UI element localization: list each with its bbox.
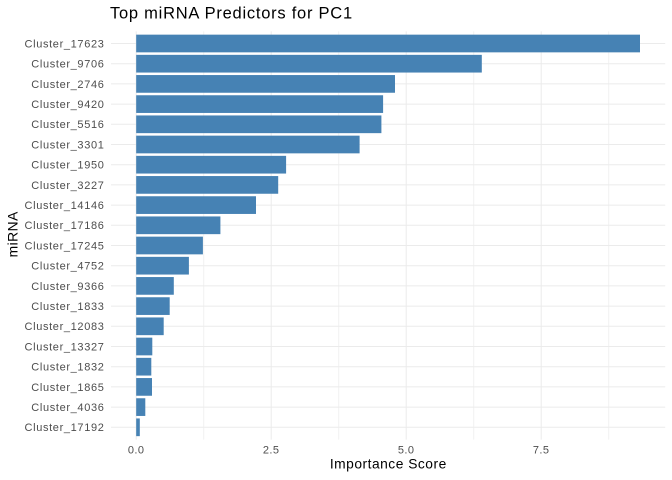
svg-text:Cluster_2746: Cluster_2746 xyxy=(31,79,104,91)
svg-text:Cluster_17623: Cluster_17623 xyxy=(25,38,105,50)
svg-text:Cluster_4752: Cluster_4752 xyxy=(31,261,104,273)
svg-text:Cluster_3227: Cluster_3227 xyxy=(31,180,104,192)
svg-text:Cluster_9706: Cluster_9706 xyxy=(31,59,104,71)
svg-text:Top miRNA Predictors for PC1: Top miRNA Predictors for PC1 xyxy=(110,5,353,23)
svg-text:Cluster_17186: Cluster_17186 xyxy=(25,220,105,232)
svg-text:5.0: 5.0 xyxy=(398,445,415,457)
svg-text:Cluster_9366: Cluster_9366 xyxy=(31,281,104,293)
svg-text:Cluster_1832: Cluster_1832 xyxy=(31,362,104,374)
svg-text:Cluster_12083: Cluster_12083 xyxy=(25,321,105,333)
svg-text:Cluster_13327: Cluster_13327 xyxy=(25,341,105,353)
svg-text:Cluster_9420: Cluster_9420 xyxy=(31,99,104,111)
svg-text:Cluster_17245: Cluster_17245 xyxy=(25,240,105,252)
svg-text:Cluster_17192: Cluster_17192 xyxy=(25,422,105,434)
svg-text:Importance Score: Importance Score xyxy=(330,457,447,472)
svg-text:Cluster_5516: Cluster_5516 xyxy=(31,119,104,131)
svg-text:Cluster_3301: Cluster_3301 xyxy=(31,139,104,151)
svg-text:Cluster_1833: Cluster_1833 xyxy=(31,301,104,313)
svg-text:Cluster_1865: Cluster_1865 xyxy=(31,382,104,394)
svg-text:2.5: 2.5 xyxy=(263,445,280,457)
svg-text:0.0: 0.0 xyxy=(128,445,145,457)
svg-text:Cluster_4036: Cluster_4036 xyxy=(31,402,104,414)
svg-text:7.5: 7.5 xyxy=(533,445,550,457)
svg-text:Cluster_1950: Cluster_1950 xyxy=(31,160,104,172)
svg-text:miRNA: miRNA xyxy=(6,211,21,257)
svg-text:Cluster_14146: Cluster_14146 xyxy=(25,200,105,212)
